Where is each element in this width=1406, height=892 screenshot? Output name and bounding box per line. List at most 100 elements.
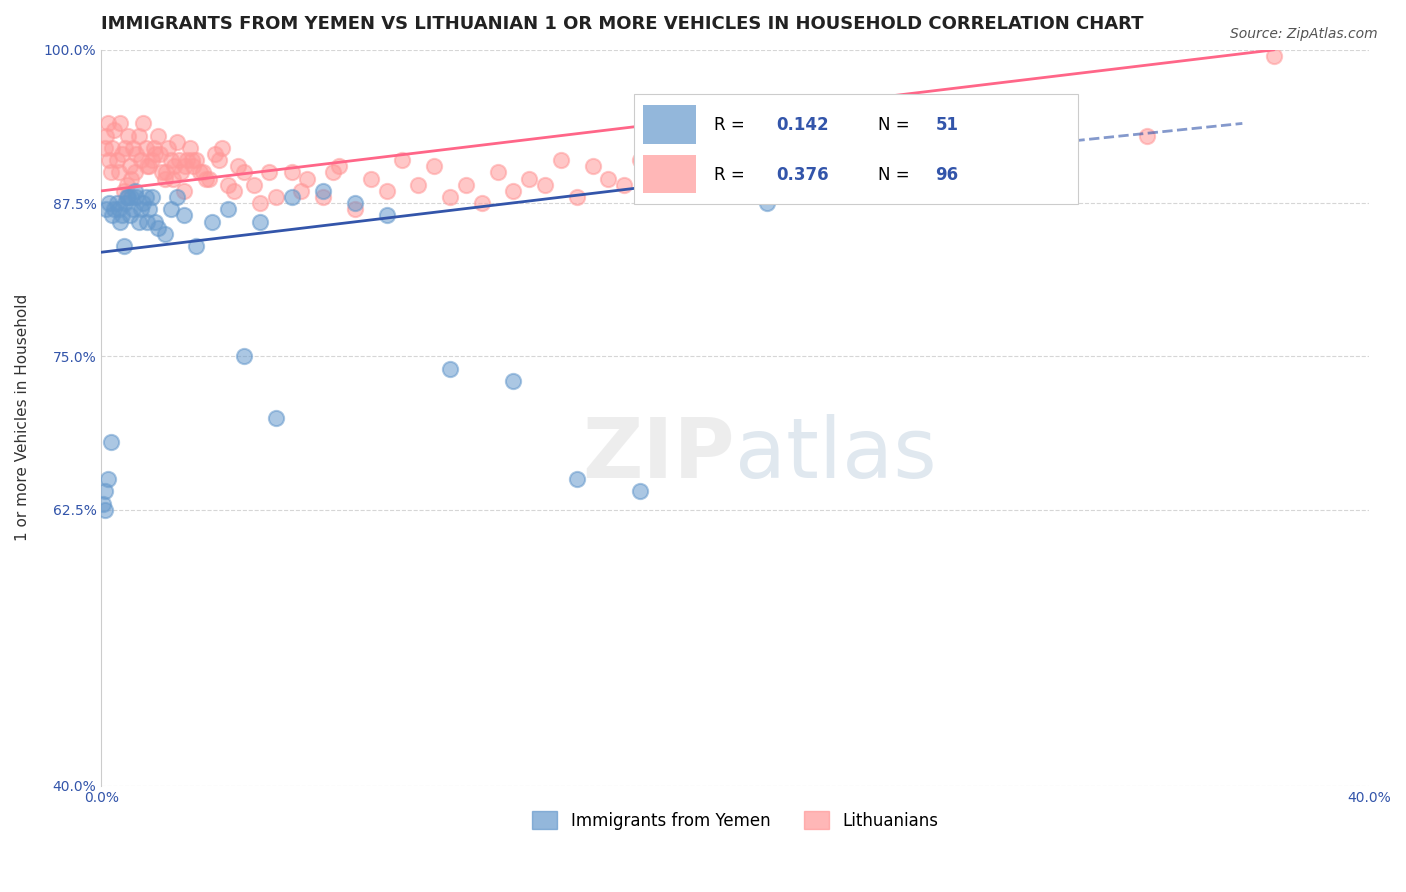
Point <box>181 160 204 174</box>
Point <box>391 153 413 168</box>
Point <box>312 184 335 198</box>
Point <box>111 209 134 223</box>
Point <box>131 116 153 130</box>
Point <box>204 147 226 161</box>
Point <box>135 141 157 155</box>
Point <box>343 202 366 217</box>
Point <box>91 497 114 511</box>
Point <box>153 171 176 186</box>
Point <box>114 141 136 155</box>
Point <box>186 239 208 253</box>
Point <box>100 435 122 450</box>
Point <box>233 165 256 179</box>
Point <box>224 184 246 198</box>
Point <box>162 171 184 186</box>
Point <box>101 209 124 223</box>
Text: Source: ZipAtlas.com: Source: ZipAtlas.com <box>1230 27 1378 41</box>
Point <box>174 160 197 174</box>
Text: atlas: atlas <box>735 414 936 495</box>
Point <box>101 141 124 155</box>
Point <box>191 165 214 179</box>
Point <box>155 165 177 179</box>
Point <box>143 214 166 228</box>
Point <box>249 196 271 211</box>
Point <box>149 147 172 161</box>
Point <box>117 128 139 143</box>
Point <box>534 178 557 192</box>
Point <box>208 153 231 168</box>
Point <box>93 503 115 517</box>
Point <box>360 171 382 186</box>
Point <box>179 141 201 155</box>
Point <box>93 141 115 155</box>
Point <box>297 171 319 186</box>
Point <box>628 484 651 499</box>
Point <box>107 202 129 217</box>
Point <box>160 202 183 217</box>
Point <box>167 153 190 168</box>
Point <box>131 196 153 211</box>
Point <box>110 116 132 130</box>
Point <box>138 202 160 217</box>
Point <box>176 153 198 168</box>
Point <box>153 227 176 241</box>
Point <box>94 128 117 143</box>
Point <box>471 196 494 211</box>
Point <box>565 190 588 204</box>
Point <box>166 135 188 149</box>
Point <box>128 128 150 143</box>
Point <box>128 214 150 228</box>
Point <box>439 361 461 376</box>
Point <box>598 171 620 186</box>
Point <box>692 153 714 168</box>
Point <box>242 178 264 192</box>
Point <box>117 190 139 204</box>
Point <box>121 171 143 186</box>
Point <box>211 141 233 155</box>
Point <box>186 153 208 168</box>
Point <box>883 153 905 168</box>
Point <box>100 165 122 179</box>
Point <box>160 153 183 168</box>
Point <box>112 239 135 253</box>
Point <box>94 202 117 217</box>
Point <box>217 178 239 192</box>
Point <box>343 196 366 211</box>
Point <box>188 165 211 179</box>
Point <box>661 141 683 155</box>
Point <box>125 190 148 204</box>
Point <box>110 214 132 228</box>
Point <box>118 160 141 174</box>
Point <box>118 209 141 223</box>
Point <box>169 165 191 179</box>
Point <box>97 472 120 486</box>
Point <box>142 141 165 155</box>
Point <box>148 128 170 143</box>
Point <box>280 190 302 204</box>
Point <box>103 202 125 217</box>
Point <box>115 178 138 192</box>
Point <box>93 484 115 499</box>
Point <box>105 153 128 168</box>
Point <box>122 202 145 217</box>
Point <box>124 165 146 179</box>
Point <box>628 153 651 168</box>
Point <box>194 171 217 186</box>
Point <box>755 196 778 211</box>
Point <box>1136 128 1159 143</box>
Point <box>787 178 810 192</box>
Point <box>408 178 430 192</box>
Point <box>486 165 509 179</box>
Point <box>517 171 540 186</box>
Point <box>98 153 121 168</box>
Point <box>114 196 136 211</box>
Point <box>111 147 134 161</box>
Point <box>312 190 335 204</box>
Point <box>198 171 221 186</box>
Point <box>107 165 129 179</box>
Point <box>129 153 152 168</box>
Point <box>105 196 128 211</box>
Point <box>264 410 287 425</box>
Point <box>97 116 120 130</box>
Point <box>166 190 188 204</box>
